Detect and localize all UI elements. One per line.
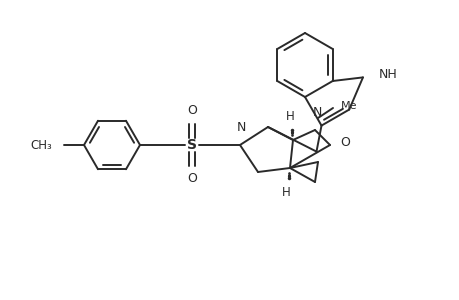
- Text: NH: NH: [378, 68, 397, 81]
- Text: S: S: [187, 138, 196, 152]
- Text: O: O: [187, 104, 196, 117]
- Text: Me: Me: [340, 101, 357, 111]
- Text: N: N: [312, 106, 321, 119]
- Text: CH₃: CH₃: [30, 139, 52, 152]
- Text: N: N: [236, 121, 245, 134]
- Text: O: O: [187, 172, 196, 185]
- Text: O: O: [339, 136, 349, 148]
- Text: H: H: [281, 186, 290, 199]
- Text: H: H: [285, 110, 294, 123]
